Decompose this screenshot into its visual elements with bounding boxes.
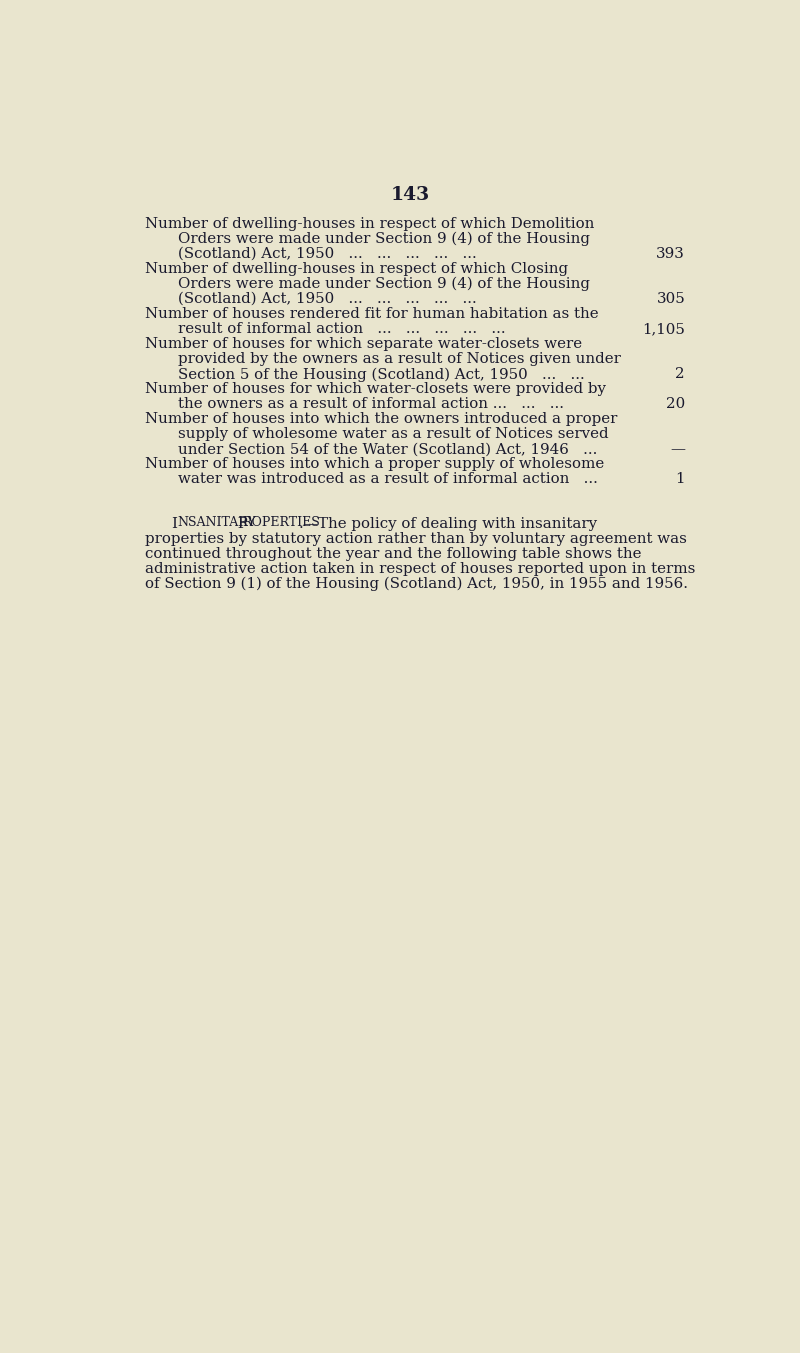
Text: Number of houses into which the owners introduced a proper: Number of houses into which the owners i… xyxy=(145,413,618,426)
Text: Section 5 of the Housing (Scotland) Act, 1950   ...   ...: Section 5 of the Housing (Scotland) Act,… xyxy=(178,367,584,382)
Text: under Section 54 of the Water (Scotland) Act, 1946   ...: under Section 54 of the Water (Scotland)… xyxy=(178,442,597,456)
Text: continued throughout the year and the following table shows the: continued throughout the year and the fo… xyxy=(145,547,642,560)
Text: provided by the owners as a result of Notices given under: provided by the owners as a result of No… xyxy=(178,352,620,367)
Text: —: — xyxy=(670,442,685,456)
Text: —The policy of dealing with insanitary: —The policy of dealing with insanitary xyxy=(303,517,597,530)
Text: P: P xyxy=(234,517,248,530)
Text: NSANITARY: NSANITARY xyxy=(178,515,256,529)
Text: 20: 20 xyxy=(666,398,685,411)
Text: Orders were made under Section 9 (4) of the Housing: Orders were made under Section 9 (4) of … xyxy=(178,233,590,246)
Text: properties by statutory action rather than by voluntary agreement was: properties by statutory action rather th… xyxy=(145,532,687,545)
Text: Orders were made under Section 9 (4) of the Housing: Orders were made under Section 9 (4) of … xyxy=(178,277,590,291)
Text: the owners as a result of informal action ...   ...   ...: the owners as a result of informal actio… xyxy=(178,398,563,411)
Text: administrative action taken in respect of houses reported upon in terms: administrative action taken in respect o… xyxy=(145,561,695,575)
Text: 2: 2 xyxy=(675,367,685,382)
Text: 305: 305 xyxy=(656,292,685,306)
Text: Number of houses for which separate water-closets were: Number of houses for which separate wate… xyxy=(145,337,582,352)
Text: water was introduced as a result of informal action   ...: water was introduced as a result of info… xyxy=(178,472,598,486)
Text: result of informal action   ...   ...   ...   ...   ...: result of informal action ... ... ... ..… xyxy=(178,322,505,336)
Text: Number of houses for which water-closets were provided by: Number of houses for which water-closets… xyxy=(145,382,606,396)
Text: I: I xyxy=(171,517,178,530)
Text: ROPERTIES: ROPERTIES xyxy=(242,515,320,529)
Text: Number of houses rendered fit for human habitation as the: Number of houses rendered fit for human … xyxy=(145,307,598,321)
Text: (Scotland) Act, 1950   ...   ...   ...   ...   ...: (Scotland) Act, 1950 ... ... ... ... ... xyxy=(178,248,476,261)
Text: Number of houses into which a proper supply of wholesome: Number of houses into which a proper sup… xyxy=(145,457,604,471)
Text: (Scotland) Act, 1950   ...   ...   ...   ...   ...: (Scotland) Act, 1950 ... ... ... ... ... xyxy=(178,292,476,306)
Text: Number of dwelling-houses in respect of which Closing: Number of dwelling-houses in respect of … xyxy=(145,262,568,276)
Text: 1: 1 xyxy=(676,472,685,486)
Text: 143: 143 xyxy=(390,187,430,204)
Text: Number of dwelling-houses in respect of which Demolition: Number of dwelling-houses in respect of … xyxy=(145,216,594,231)
Text: .: . xyxy=(298,517,303,530)
Text: 393: 393 xyxy=(656,248,685,261)
Text: of Section 9 (1) of the Housing (Scotland) Act, 1950, in 1955 and 1956.: of Section 9 (1) of the Housing (Scotlan… xyxy=(145,576,688,591)
Text: supply of wholesome water as a result of Notices served: supply of wholesome water as a result of… xyxy=(178,428,608,441)
Text: 1,105: 1,105 xyxy=(642,322,685,336)
